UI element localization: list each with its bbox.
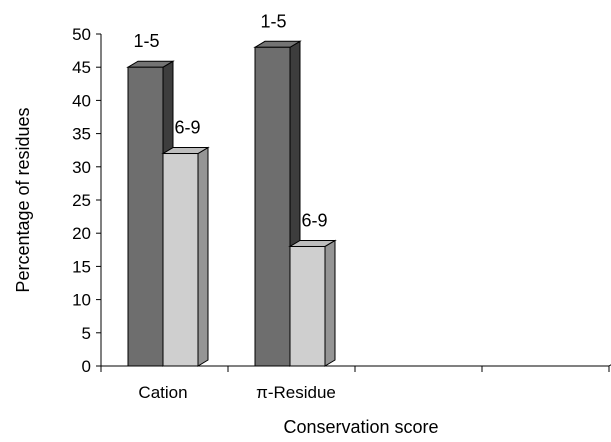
y-tick-label: 30 (72, 158, 91, 177)
y-tick-label: 15 (72, 257, 91, 276)
bar-dark-0 (126, 60, 175, 367)
y-tick-label: 25 (72, 191, 91, 210)
y-tick-label: 0 (82, 357, 91, 376)
x-axis-title: Conservation score (283, 417, 438, 437)
y-axis-title: Percentage of residues (13, 107, 33, 292)
bar-front-face (289, 245, 326, 367)
y-tick-label: 5 (82, 324, 91, 343)
bar-front-face (162, 153, 199, 367)
x-category-label: π-Residue (256, 383, 336, 402)
bar-data-label: 6-9 (174, 118, 200, 138)
y-tick-label: 40 (72, 91, 91, 110)
y-tick-label: 45 (72, 58, 91, 77)
bar-light-1 (288, 239, 337, 367)
chart-bars (126, 40, 337, 367)
chart-labels: 1-5 6-9 Cation 1-5 6-9 π-Residue (133, 11, 335, 402)
x-category-label: Cation (138, 383, 187, 402)
y-tick-label: 10 (72, 291, 91, 310)
y-tick-label: 50 (72, 25, 91, 44)
bar-light-0 (161, 146, 210, 367)
bar-data-label: 1-5 (260, 11, 286, 31)
y-tick-label: 20 (72, 224, 91, 243)
bar-data-label: 6-9 (301, 210, 327, 230)
bar-front-face (127, 66, 164, 367)
bar-side-face (324, 239, 336, 367)
bar-side-face (197, 146, 209, 367)
y-tick-label: 35 (72, 125, 91, 144)
bar-front-face (254, 46, 291, 367)
bar-data-label: 1-5 (133, 31, 159, 51)
